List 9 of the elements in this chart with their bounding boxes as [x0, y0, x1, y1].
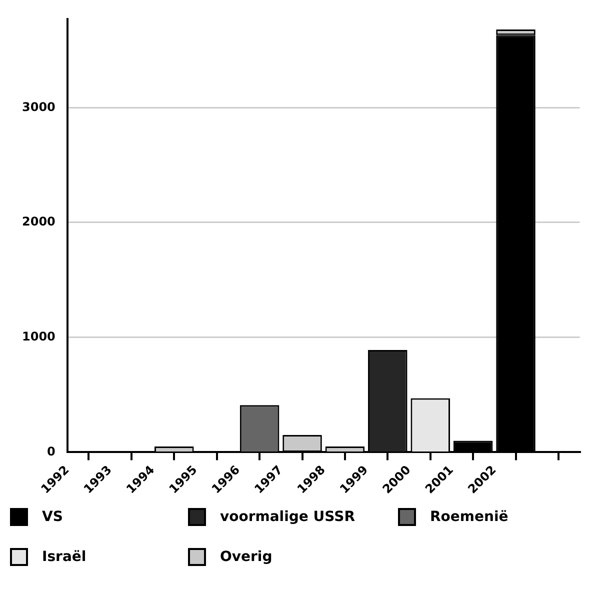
- y-tick-label: 2000: [22, 214, 56, 229]
- legend-label: Israël: [42, 549, 86, 565]
- legend-label: Roemenië: [430, 509, 508, 525]
- legend-label: voormalige USSR: [220, 509, 355, 525]
- legend-label: VS: [42, 509, 63, 525]
- y-tick-label: 0: [47, 444, 56, 458]
- y-tick-label: 3000: [22, 100, 56, 114]
- y-tick-label: 1000: [22, 329, 56, 344]
- legend-label: Overig: [220, 549, 272, 565]
